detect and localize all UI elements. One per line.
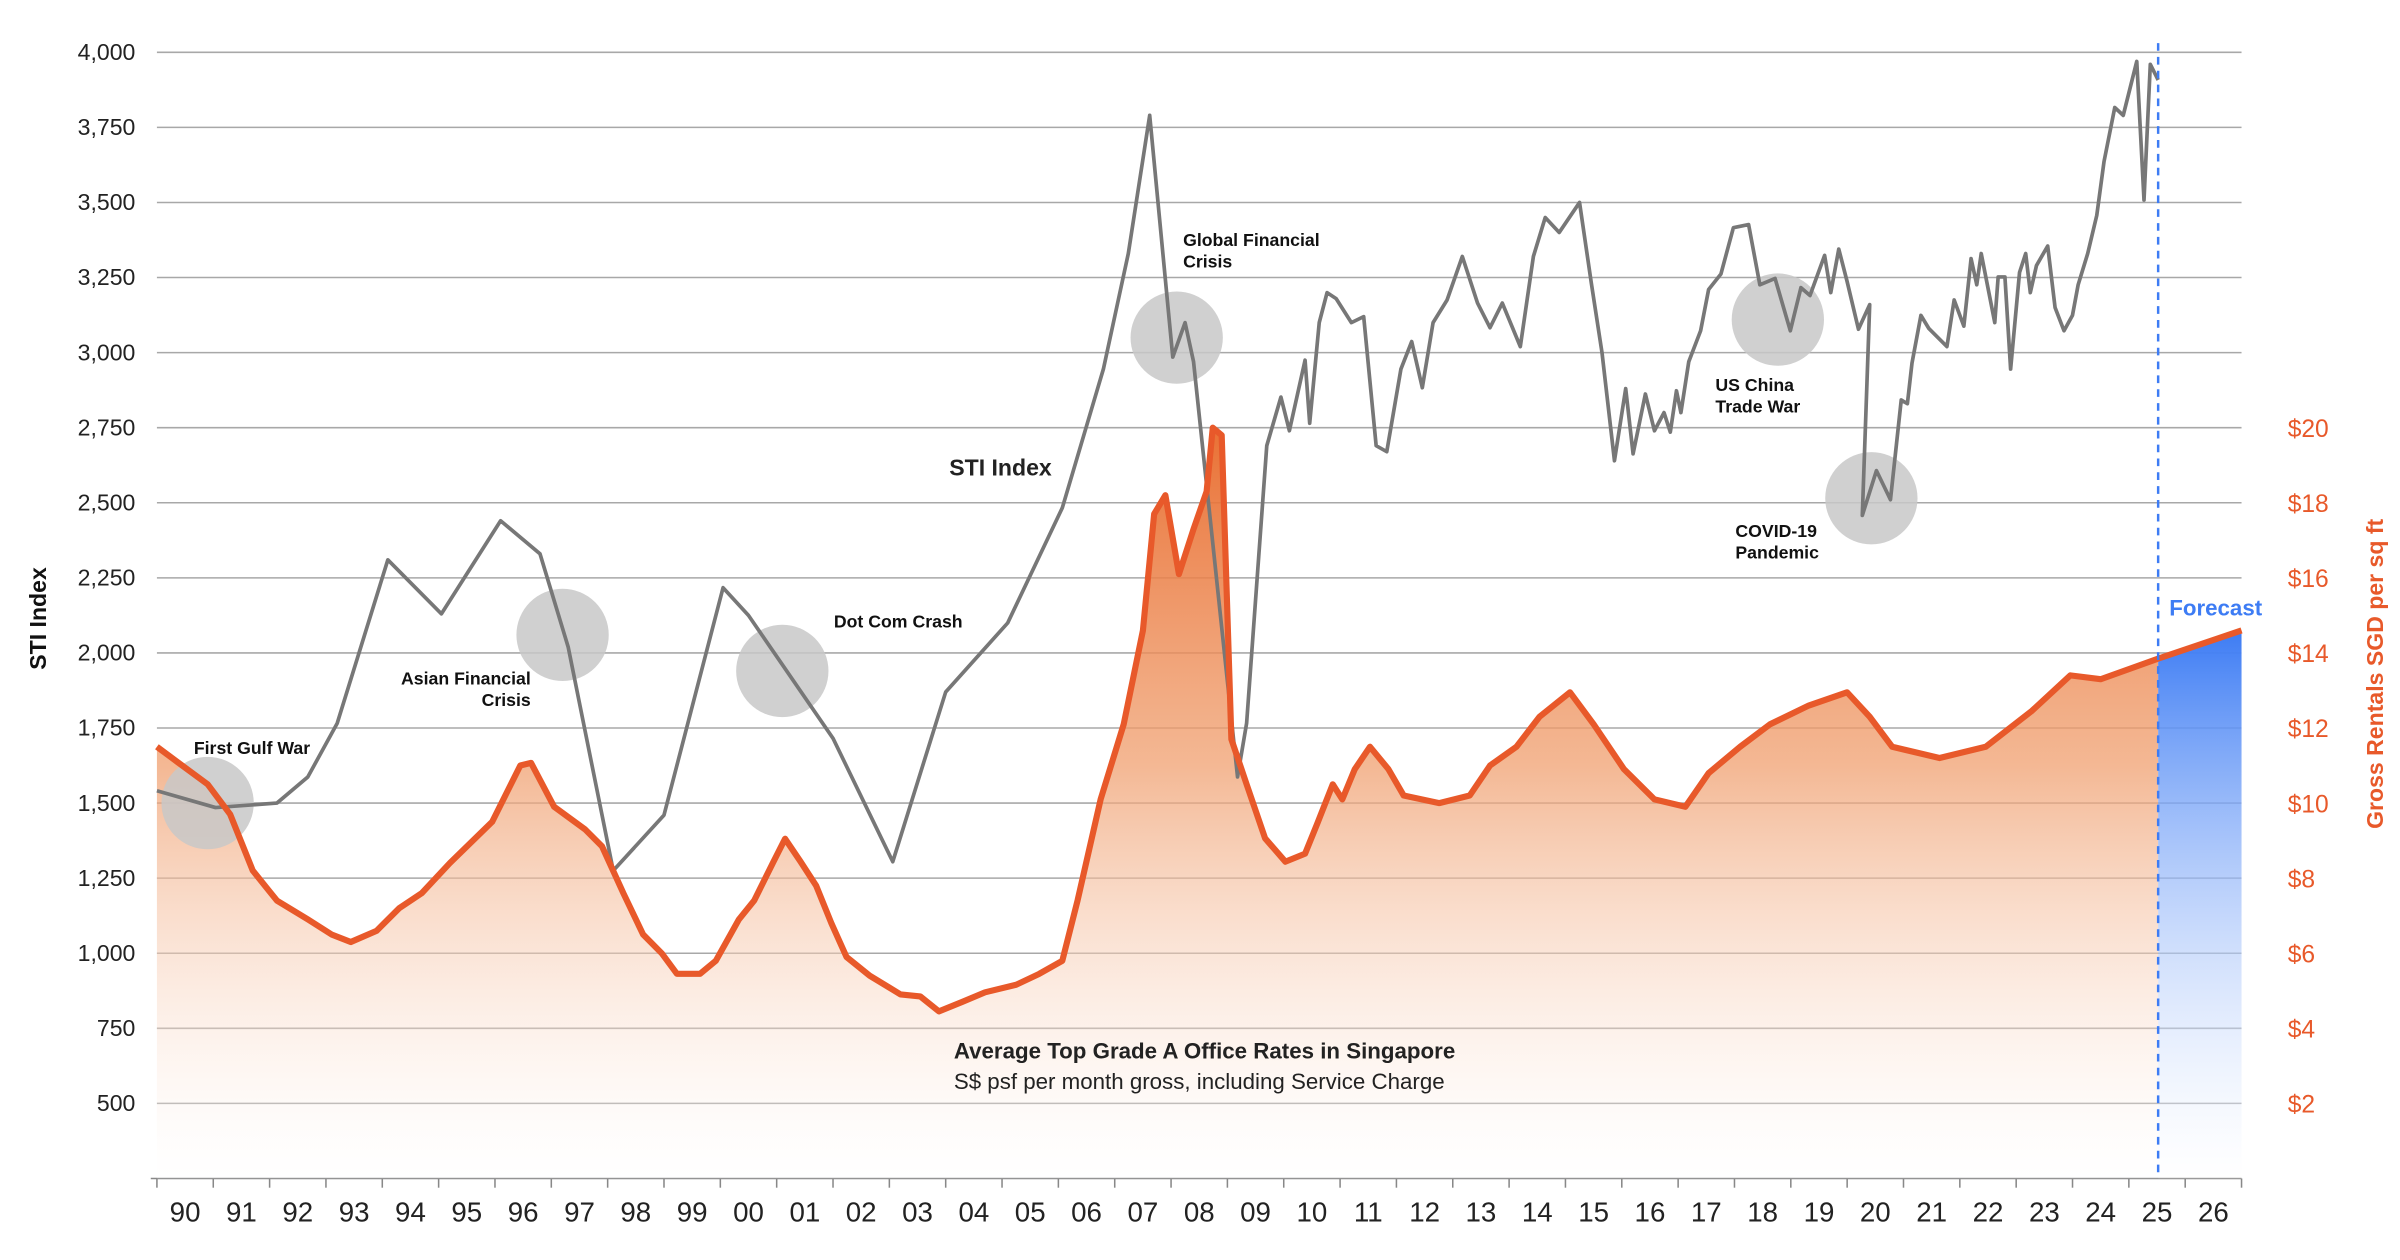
- annotation-label-dotcom: Dot Com Crash: [834, 612, 963, 632]
- x-tick-label: 23: [2029, 1197, 2060, 1228]
- y-tick-label: 500: [97, 1090, 135, 1116]
- y-tick-label: 4,000: [78, 39, 136, 65]
- x-tick-label: 06: [1071, 1197, 1102, 1228]
- x-tick-label: 00: [733, 1197, 764, 1228]
- event-circles: [161, 273, 1918, 850]
- x-tick-label: 19: [1804, 1197, 1835, 1228]
- x-tick-label: 14: [1522, 1197, 1553, 1228]
- x-tick-label: 05: [1015, 1197, 1046, 1228]
- event-circle-uschina: [1731, 273, 1825, 366]
- forecast-area-fill: [2158, 630, 2242, 1179]
- y-tick-label: 1,000: [78, 940, 136, 966]
- x-tick-label: 20: [1860, 1197, 1891, 1228]
- rent-subtitle: S$ psf per month gross, including Servic…: [954, 1069, 1445, 1094]
- event-circle-dotcom: [736, 624, 829, 718]
- y2-tick-label: $18: [2288, 491, 2329, 518]
- y-axis-title: STI Index: [25, 567, 51, 670]
- y2-tick-label: $6: [2288, 941, 2315, 968]
- x-tick-label: 11: [1354, 1197, 1383, 1228]
- x-tick-label: 03: [902, 1197, 933, 1228]
- y-tick-label: 1,250: [78, 865, 136, 891]
- x-tick-label: 96: [508, 1197, 539, 1228]
- y-tick-label: 3,500: [78, 189, 136, 215]
- sti-series-label: STI Index: [949, 454, 1052, 480]
- y-tick-label: 3,000: [78, 339, 136, 365]
- x-tick-label: 94: [395, 1197, 426, 1228]
- y2-tick-label: $14: [2288, 641, 2329, 668]
- forecast-label: Forecast: [2169, 595, 2263, 620]
- series-lines: [155, 59, 2243, 1015]
- y-tick-label: 750: [97, 1015, 135, 1041]
- x-tick-label: 15: [1578, 1197, 1609, 1228]
- event-circle-gulf: [161, 756, 254, 850]
- annotation-label-covid: COVID-19: [1735, 521, 1817, 541]
- y-tick-label: 2,000: [78, 640, 136, 666]
- annotation-label-gfc: Crisis: [1183, 252, 1232, 272]
- annotation-label-asian: Crisis: [482, 690, 531, 710]
- rent-line: [155, 424, 2160, 1015]
- x-tick-label: 01: [789, 1197, 820, 1228]
- annotation-label-uschina: US China: [1715, 375, 1794, 395]
- y2-tick-label: $8: [2288, 866, 2315, 893]
- x-tick-label: 90: [170, 1197, 201, 1228]
- x-tick-label: 16: [1635, 1197, 1666, 1228]
- rent-area-fill: [156, 427, 2159, 1179]
- x-tick-label: 98: [620, 1197, 651, 1228]
- event-circle-asian: [516, 588, 609, 682]
- y-tick-label: 3,750: [78, 114, 136, 140]
- x-tick-label: 25: [2142, 1197, 2173, 1228]
- x-tick-label: 24: [2085, 1197, 2116, 1228]
- x-tick-label: 21: [1916, 1197, 1947, 1228]
- x-tick-label: 22: [1973, 1197, 2004, 1228]
- x-tick-label: 12: [1409, 1197, 1440, 1228]
- y2-axis-title: Gross Rentals SGD per sq ft: [2362, 518, 2388, 828]
- x-axis: 90 91 92 93 94 95 96 97 98 99 00 01 02 03 04 05 06 07 08 09…: [150, 1177, 2243, 1228]
- x-tick-label: 93: [339, 1197, 370, 1228]
- x-tick-label: 07: [1127, 1197, 1158, 1228]
- right-axis-ticks: $20 $18 $16 $14 $12 $10 $8 $6 $4 $2: [2288, 416, 2329, 1119]
- y-tick-label: 1,750: [78, 715, 136, 741]
- y-tick-label: 1,500: [78, 790, 136, 816]
- annotation-label-asian: Asian Financial: [401, 669, 531, 689]
- y2-tick-label: $10: [2288, 791, 2329, 818]
- left-axis-ticks: 4,000 3,750 3,500 3,250 3,000 2,750 2,500 2,250…: [78, 39, 136, 1116]
- x-tick-label: 92: [282, 1197, 313, 1228]
- y-tick-label: 2,750: [78, 414, 136, 440]
- area-fills: [156, 427, 2242, 1179]
- annotation-label-gfc: Global Financial: [1183, 230, 1320, 250]
- x-tick-label: 08: [1184, 1197, 1215, 1228]
- y-tick-label: 2,250: [78, 565, 136, 591]
- y-tick-label: 2,500: [78, 489, 136, 515]
- y2-tick-label: $20: [2288, 416, 2329, 443]
- y2-tick-label: $16: [2288, 566, 2329, 593]
- x-tick-label: 97: [564, 1197, 595, 1228]
- annotation-label-covid: Pandemic: [1735, 542, 1819, 562]
- event-circle-covid: [1825, 452, 1918, 545]
- event-circle-gfc: [1130, 291, 1223, 384]
- x-tick-label: 26: [2198, 1197, 2229, 1228]
- x-tick-label: 04: [958, 1197, 989, 1228]
- sti-line: [156, 59, 2160, 873]
- x-tick-label: 02: [846, 1197, 877, 1228]
- x-tick-label: 18: [1747, 1197, 1778, 1228]
- x-tick-label: 91: [226, 1197, 257, 1228]
- x-tick-label: 10: [1297, 1197, 1328, 1228]
- y-tick-label: 3,250: [78, 264, 136, 290]
- x-tick-label: 17: [1691, 1197, 1722, 1228]
- x-tick-label: 95: [451, 1197, 482, 1228]
- annotation-label-uschina: Trade War: [1715, 396, 1800, 416]
- y2-tick-label: $4: [2288, 1017, 2315, 1044]
- annotation-label-gulf: First Gulf War: [194, 738, 310, 758]
- x-tick-label: 99: [677, 1197, 708, 1228]
- x-tick-label: 13: [1466, 1197, 1497, 1228]
- rent-title: Average Top Grade A Office Rates in Sing…: [954, 1038, 1455, 1063]
- forecast-rent-line: [2157, 627, 2243, 662]
- y2-tick-label: $2: [2288, 1092, 2315, 1119]
- y2-tick-label: $12: [2288, 716, 2329, 743]
- x-tick-label: 09: [1240, 1197, 1271, 1228]
